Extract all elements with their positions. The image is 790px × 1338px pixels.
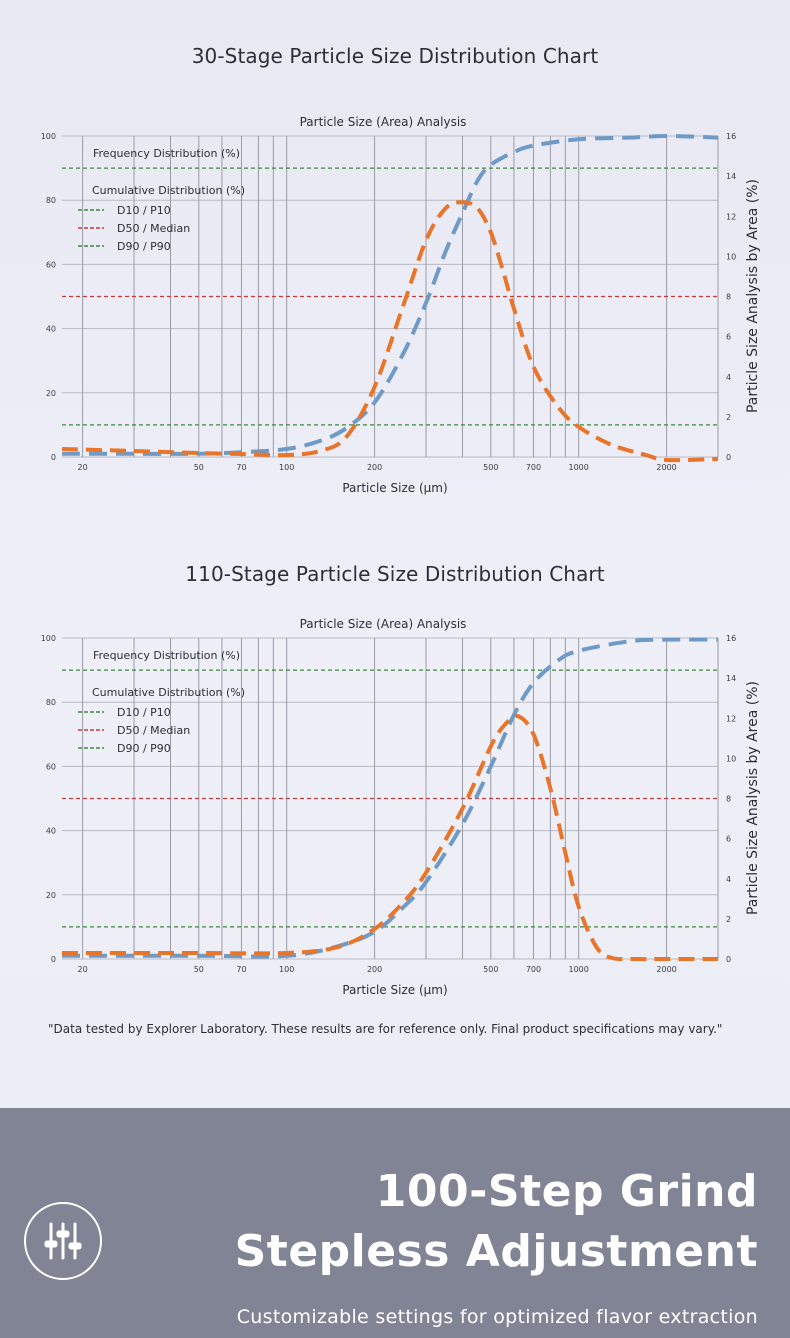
legend-label: Frequency Distribution (%): [93, 147, 240, 160]
y-right-tick-label: 16: [726, 132, 736, 141]
frequency-curve: [61, 200, 719, 463]
x-tick-label: 1000: [569, 463, 589, 472]
x-tick-label: 50: [194, 463, 204, 472]
y-right-tick-label: 4: [726, 875, 731, 884]
x-tick-label: 50: [194, 965, 204, 974]
y-left-tick-label: 20: [46, 389, 56, 398]
legend-label: D10 / P10: [117, 204, 171, 217]
y-left-tick-label: 60: [46, 762, 56, 771]
x-axis-label: Particle Size (µm): [342, 983, 447, 997]
y-right-tick-label: 14: [726, 172, 736, 181]
y-right-tick-label: 14: [726, 674, 736, 683]
chart-heading-30-stage: 30-Stage Particle Size Distribution Char…: [189, 44, 600, 74]
legend-label: D90 / P90: [117, 742, 171, 755]
y-right-tick-label: 6: [726, 835, 731, 844]
y-right-tick-label: 6: [726, 333, 731, 342]
y-right-tick-label: 8: [726, 293, 731, 302]
chart-title: Particle Size (Area) Analysis: [300, 617, 467, 631]
cumulative-curve: [62, 637, 719, 959]
y-left-tick-label: 80: [46, 698, 56, 707]
x-tick-label: 200: [367, 965, 382, 974]
y-right-tick-label: 2: [726, 915, 731, 924]
y-left-tick-label: 60: [46, 260, 56, 269]
y-right-tick-label: 0: [726, 955, 731, 964]
particle-size-chart-110-stage: Particle Size (Area) Analysis02040608010…: [41, 617, 761, 997]
legend-label: D10 / P10: [117, 706, 171, 719]
x-tick-label: 100: [279, 965, 294, 974]
x-tick-label: 100: [279, 463, 294, 472]
y-left-tick-label: 80: [46, 196, 56, 205]
y-right-tick-label: 12: [726, 212, 736, 221]
disclaimer-note: "Data tested by Explorer Laboratory. The…: [48, 1022, 723, 1036]
particle-size-chart-30-stage: Particle Size (Area) Analysis02040608010…: [41, 115, 761, 495]
banner-headline-line1: 100-Step Grind: [375, 1166, 758, 1217]
chart-heading-110-stage: 110-Stage Particle Size Distribution Cha…: [183, 562, 608, 592]
y-right-tick-label: 2: [726, 413, 731, 422]
x-tick-label: 2000: [656, 463, 676, 472]
banner-headline-line2: Stepless Adjustment: [234, 1226, 758, 1277]
legend-label: D50 / Median: [117, 724, 190, 737]
x-tick-label: 20: [78, 463, 88, 472]
y-right-tick-label: 12: [726, 714, 736, 723]
y-left-tick-label: 40: [46, 325, 56, 334]
x-tick-label: 20: [78, 965, 88, 974]
y-left-tick-label: 0: [51, 453, 56, 462]
x-tick-label: 70: [236, 463, 246, 472]
x-tick-label: 700: [526, 463, 541, 472]
legend-label: Cumulative Distribution (%): [92, 184, 245, 197]
legend-label: Frequency Distribution (%): [93, 649, 240, 662]
feature-banner: [0, 1108, 790, 1338]
x-axis-label: Particle Size (µm): [342, 481, 447, 495]
x-tick-label: 70: [236, 965, 246, 974]
y-right-tick-label: 10: [726, 252, 736, 261]
y-right-axis-label: Particle Size Analysis by Area (%): [745, 681, 761, 915]
charts-panel: [0, 0, 790, 1108]
y-right-axis-label: Particle Size Analysis by Area (%): [745, 179, 761, 413]
y-right-tick-label: 0: [726, 453, 731, 462]
x-tick-label: 200: [367, 463, 382, 472]
x-tick-label: 500: [483, 965, 498, 974]
y-right-tick-label: 10: [726, 754, 736, 763]
y-left-tick-label: 100: [41, 634, 56, 643]
x-tick-label: 1000: [569, 965, 589, 974]
chart-title: Particle Size (Area) Analysis: [300, 115, 467, 129]
x-tick-label: 2000: [656, 965, 676, 974]
y-right-tick-label: 4: [726, 373, 731, 382]
y-left-tick-label: 40: [46, 827, 56, 836]
y-right-tick-label: 16: [726, 634, 736, 643]
frequency-curve: [61, 713, 718, 962]
y-right-tick-label: 8: [726, 795, 731, 804]
banner-subtitle: Customizable settings for optimized flav…: [236, 1306, 758, 1328]
legend-label: Cumulative Distribution (%): [92, 686, 245, 699]
y-left-tick-label: 0: [51, 955, 56, 964]
sliders-icon: [24, 1202, 102, 1280]
y-left-tick-label: 100: [41, 132, 56, 141]
x-tick-label: 500: [483, 463, 498, 472]
y-left-tick-label: 20: [46, 891, 56, 900]
legend-label: D50 / Median: [117, 222, 190, 235]
legend-label: D90 / P90: [117, 240, 171, 253]
x-tick-label: 700: [526, 965, 541, 974]
